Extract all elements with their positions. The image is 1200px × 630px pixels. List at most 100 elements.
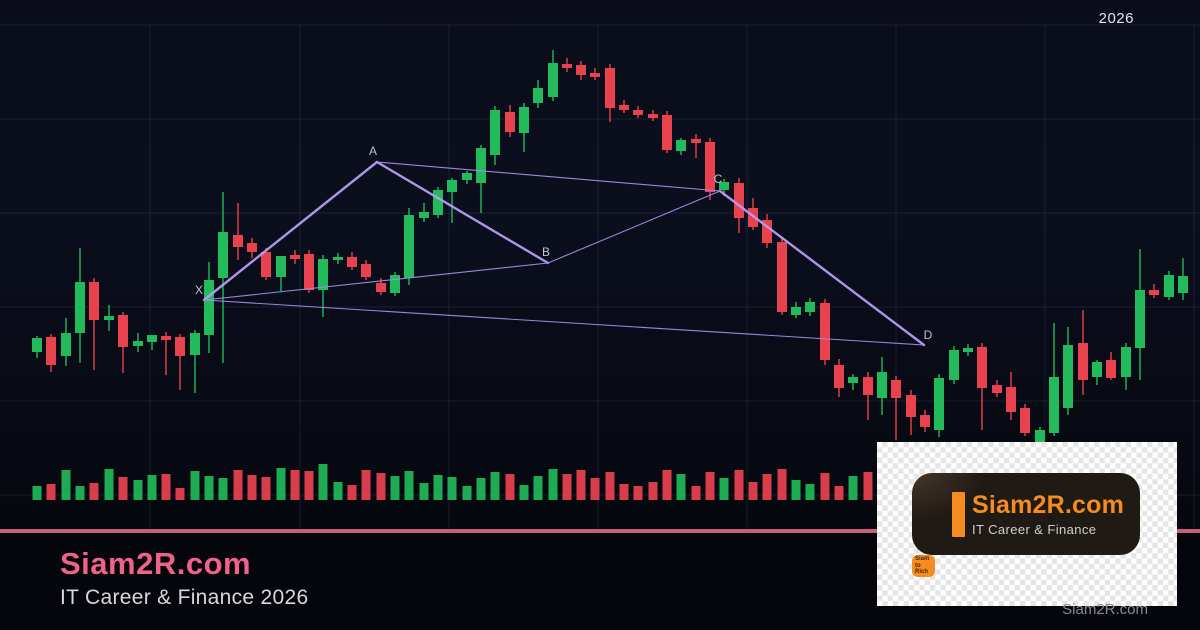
candle-body xyxy=(1092,362,1102,377)
candle-body xyxy=(820,303,830,360)
candle-body xyxy=(619,105,629,110)
volume-bar xyxy=(719,478,729,500)
candle-body xyxy=(605,68,615,108)
volume-bar xyxy=(104,469,114,500)
candle-body xyxy=(977,347,987,388)
candle-body xyxy=(1135,290,1145,348)
pattern-line-CD xyxy=(718,189,926,347)
volume-bar xyxy=(834,486,844,500)
candle-body xyxy=(447,180,457,192)
pattern-line-AB xyxy=(375,160,550,265)
candle-body xyxy=(247,243,257,252)
candle-body xyxy=(1121,347,1131,377)
pattern-line-XA xyxy=(202,160,379,302)
volume-bar xyxy=(175,488,185,500)
footer-branding: Siam2R.com IT Career & Finance 2026 xyxy=(60,546,308,610)
volume-bar xyxy=(805,484,815,500)
candle-body xyxy=(361,264,371,277)
candle-body xyxy=(1164,275,1174,297)
candle-body xyxy=(920,415,930,427)
candle-body xyxy=(118,315,128,347)
candle-body xyxy=(89,282,99,320)
badge-title: Siam2R.com xyxy=(972,490,1125,519)
pattern-point-label-D: D xyxy=(924,328,933,342)
candle-body xyxy=(233,235,243,247)
candle-body xyxy=(548,63,558,97)
candle-body xyxy=(175,337,185,356)
pattern-point-label-X: X xyxy=(195,283,203,297)
candle-body xyxy=(419,212,429,218)
badge-subtitle: IT Career & Finance xyxy=(972,521,1097,537)
volume-bar xyxy=(648,482,658,500)
candle-body xyxy=(590,73,600,77)
volume-bar xyxy=(619,484,629,500)
volume-bar xyxy=(390,476,400,500)
volume-bar xyxy=(605,472,615,500)
volume-bar xyxy=(204,476,214,500)
candle-body xyxy=(1006,387,1016,412)
candle-body xyxy=(304,254,314,290)
candle-body xyxy=(848,377,858,383)
candle-body xyxy=(1149,290,1159,295)
volume-bar xyxy=(662,470,672,500)
watermark-text: Siam2R.com xyxy=(1062,601,1148,618)
candle-body xyxy=(390,275,400,293)
volume-bar xyxy=(376,473,386,500)
brand-badge-card: Siam2R.com IT Career & Finance Siam to R… xyxy=(877,442,1177,606)
volume-bar xyxy=(505,474,515,500)
candle-body xyxy=(433,190,443,215)
candle-body xyxy=(719,182,729,190)
candle-body xyxy=(218,232,228,278)
candle-body xyxy=(762,220,772,243)
chart-background xyxy=(0,0,1200,530)
candle-body xyxy=(133,341,143,346)
candle-body xyxy=(1035,430,1045,442)
volume-bar xyxy=(290,470,300,500)
volume-bar xyxy=(576,470,586,500)
candle-body xyxy=(204,280,214,335)
volume-bar xyxy=(32,486,42,500)
candle-body xyxy=(462,173,472,180)
volume-bar xyxy=(863,472,873,500)
volume-bar xyxy=(433,475,443,500)
candle-body xyxy=(877,372,887,398)
candle-body xyxy=(104,316,114,320)
candle-body xyxy=(891,380,901,398)
volume-bar xyxy=(734,470,744,500)
candle-body xyxy=(261,252,271,277)
volume-bar xyxy=(89,483,99,500)
pattern-point-label-C: C xyxy=(714,172,723,186)
volume-bar xyxy=(75,486,85,500)
volume-bar xyxy=(118,477,128,500)
candle-body xyxy=(32,338,42,352)
volume-bar xyxy=(820,473,830,500)
candle-body xyxy=(648,114,658,118)
candle-body xyxy=(276,256,286,277)
candle-body xyxy=(777,242,787,312)
candle-body xyxy=(1020,408,1030,433)
candle-body xyxy=(347,257,357,267)
candle-body xyxy=(992,385,1002,393)
volume-bar xyxy=(304,471,314,500)
volume-bar xyxy=(318,464,328,500)
volume-bar xyxy=(133,480,143,500)
candle-body xyxy=(562,64,572,68)
candle-body xyxy=(333,257,343,260)
pattern-line-AC xyxy=(376,161,721,192)
year-label: 2026 xyxy=(1098,10,1134,27)
volume-bar xyxy=(490,472,500,500)
volume-bar xyxy=(419,483,429,500)
volume-bar xyxy=(548,469,558,500)
volume-bar xyxy=(161,474,171,500)
logo-line1: Siam xyxy=(915,556,930,563)
volume-bar xyxy=(691,486,701,500)
volume-bar xyxy=(462,486,472,500)
volume-bar xyxy=(762,474,772,500)
footer-brand-subtitle: IT Career & Finance 2026 xyxy=(60,586,309,609)
candle-body xyxy=(1049,377,1059,433)
candle-body xyxy=(290,255,300,259)
candle-body xyxy=(748,208,758,227)
candle-body xyxy=(519,107,529,133)
